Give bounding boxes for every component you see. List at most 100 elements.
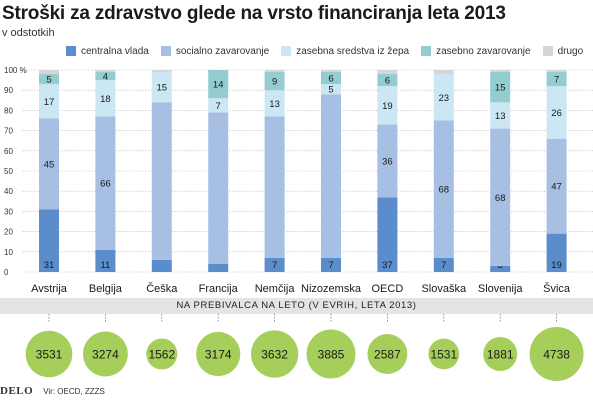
bubble-value-label: 3632 <box>261 348 288 362</box>
bar-segment <box>151 70 172 73</box>
bubble-value-label: 3174 <box>205 348 232 362</box>
bar-value-label: 19 <box>382 101 393 112</box>
y-tick-label: 90 <box>4 86 13 95</box>
bar-segment <box>321 72 341 85</box>
bubble <box>428 338 460 370</box>
legend: centralna vlada socialno zavarovanje zaseb… <box>66 45 589 57</box>
bar-segment <box>208 98 229 113</box>
bar-segment <box>39 70 59 75</box>
bar-value-label: 45 <box>44 159 55 170</box>
legend-swatch <box>160 46 171 56</box>
bar-value-label: 6 <box>328 74 333 85</box>
bar-segment <box>151 72 172 103</box>
bar-segment <box>490 265 511 272</box>
bar-segment <box>39 118 59 210</box>
category-label: Nemčija <box>255 283 296 295</box>
bar-segment <box>208 112 229 264</box>
bubble-value-label: 3885 <box>318 348 345 362</box>
bar-segment <box>39 209 59 272</box>
bar-value-label: 7 <box>216 101 221 112</box>
bubble <box>25 330 73 378</box>
y-tick-label: 60 <box>4 147 13 156</box>
bar-value-label: 15 <box>157 83 168 94</box>
legend-label: zasebno zavarovanje <box>436 45 531 57</box>
bar-segment <box>490 102 511 129</box>
delo-logo: DELO <box>0 385 34 397</box>
bar-segment <box>377 70 398 75</box>
legend-label: socialno zavarovanje <box>175 45 270 57</box>
legend-label: drugo <box>557 45 584 57</box>
bubble <box>483 336 518 372</box>
bar-value-label: 26 <box>551 108 562 119</box>
bar-value-label: 23 <box>439 93 450 104</box>
bubble-section-title: NA PREBIVALCA NA LETO (V EVRIH, LETA 201… <box>0 298 593 314</box>
y-tick-label: 20 <box>4 228 13 237</box>
bar-value-label: 14 <box>213 80 224 91</box>
y-tick-label: 70 <box>4 127 13 136</box>
bar-value-label: 9 <box>272 77 277 88</box>
bubble-value-label: 1562 <box>148 348 175 362</box>
bar-segment <box>264 257 285 272</box>
bar-segment <box>546 233 567 272</box>
legend-label: centralna vlada <box>81 45 149 57</box>
category-label: Francija <box>199 283 239 295</box>
bar-value-label: 7 <box>441 260 446 271</box>
bar-value-label: 68 <box>439 185 450 196</box>
bar-segment <box>151 259 172 272</box>
bar-value-label: 5 <box>46 75 51 86</box>
bar-segment <box>321 94 341 258</box>
bar-value-label: 13 <box>495 111 506 122</box>
y-tick-label: 40 <box>4 187 13 196</box>
bar-segment <box>264 70 285 73</box>
category-label: Češka <box>146 282 178 295</box>
bar-value-label: 18 <box>100 94 111 105</box>
bar-value-label: 7 <box>554 75 559 86</box>
bar-segment <box>433 70 454 75</box>
bubble-value-label: 4738 <box>543 348 570 362</box>
bar-value-label: 5 <box>328 85 333 96</box>
legend-swatch <box>542 46 553 56</box>
bar-value-label: 7 <box>272 260 277 271</box>
bar-segment <box>433 257 454 272</box>
bar-segment <box>95 116 116 250</box>
bubble-value-label: 3531 <box>36 348 63 362</box>
bar-value-label: 7 <box>328 260 333 271</box>
category-label: Avstrija <box>31 283 68 295</box>
legend-item: zasebna sredstva iz žepa <box>281 45 409 57</box>
bar-segment <box>321 70 341 73</box>
legend-swatch <box>421 46 432 56</box>
legend-swatch <box>66 46 76 56</box>
category-label: Slovenija <box>478 283 524 295</box>
legend-item: centralna vlada <box>66 45 149 57</box>
bar-segment <box>490 70 511 73</box>
y-tick-label: 80 <box>4 106 13 115</box>
bar-segment <box>95 72 116 81</box>
category-label: Nizozemska <box>301 283 362 295</box>
chart-title: Stroški za zdravstvo glede na vrsto fina… <box>2 3 506 24</box>
legend-label: zasebna sredstva iz žepa <box>296 45 410 57</box>
chart-subtitle: v odstotkih <box>2 27 55 39</box>
bar-value-label: 19 <box>551 260 562 271</box>
bar-segment <box>264 72 285 91</box>
bar-segment <box>95 70 116 73</box>
bar-segment <box>95 249 116 272</box>
bubble-value-label: 3274 <box>92 348 119 362</box>
bar-segment <box>377 86 398 125</box>
bar-segment <box>208 70 229 99</box>
bar-value-label: 66 <box>100 179 111 190</box>
y-tick-label: 30 <box>4 207 13 216</box>
bar-value-label: 11 <box>100 260 110 271</box>
bubble <box>367 334 408 374</box>
bar-segment <box>377 197 398 272</box>
bar-segment <box>264 90 285 117</box>
bar-segment <box>264 116 285 258</box>
bar-segment <box>39 74 59 85</box>
legend-swatch <box>281 46 292 56</box>
category-label: Švica <box>543 282 571 295</box>
y-tick-label: 100 % <box>4 66 27 75</box>
legend-item: drugo <box>542 45 584 57</box>
bubble-value-label: 2587 <box>374 348 401 362</box>
bar-segment <box>95 80 116 117</box>
bar-value-label: 68 <box>495 193 506 204</box>
